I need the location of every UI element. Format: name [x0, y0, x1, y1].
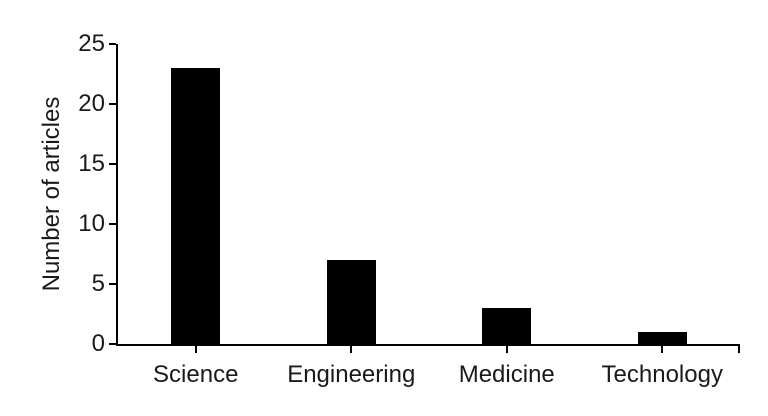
y-tick-label-10: 10: [78, 210, 105, 237]
bar-science: [171, 68, 221, 344]
y-tick-25: [109, 43, 116, 45]
y-axis-line: [116, 44, 118, 346]
y-tick-5: [109, 283, 116, 285]
y-tick-label-15: 15: [78, 150, 105, 177]
y-tick-0: [109, 343, 116, 345]
y-axis-title: Number of articles: [38, 96, 65, 292]
category-label-medicine: Medicine: [458, 361, 555, 388]
x-tick-medicine: [505, 346, 508, 353]
x-tick-technology: [661, 346, 664, 353]
y-tick-label-0: 0: [91, 330, 105, 357]
bar-medicine: [482, 308, 532, 344]
category-label-technology: Technology: [601, 361, 723, 388]
bar-engineering: [326, 260, 376, 344]
y-tick-label-20: 20: [78, 90, 105, 117]
y-tick-label-25: 25: [78, 30, 105, 57]
y-tick-label-5: 5: [91, 270, 105, 297]
category-label-science: Science: [153, 361, 239, 388]
y-tick-15: [109, 163, 116, 165]
category-label-engineering: Engineering: [287, 361, 416, 388]
bar-technology: [637, 332, 687, 344]
x-axis-end-tick: [738, 346, 740, 353]
x-tick-engineering: [350, 346, 353, 353]
x-tick-science: [194, 346, 197, 353]
y-tick-10: [109, 223, 116, 225]
y-tick-20: [109, 103, 116, 105]
x-axis-line: [116, 344, 740, 346]
